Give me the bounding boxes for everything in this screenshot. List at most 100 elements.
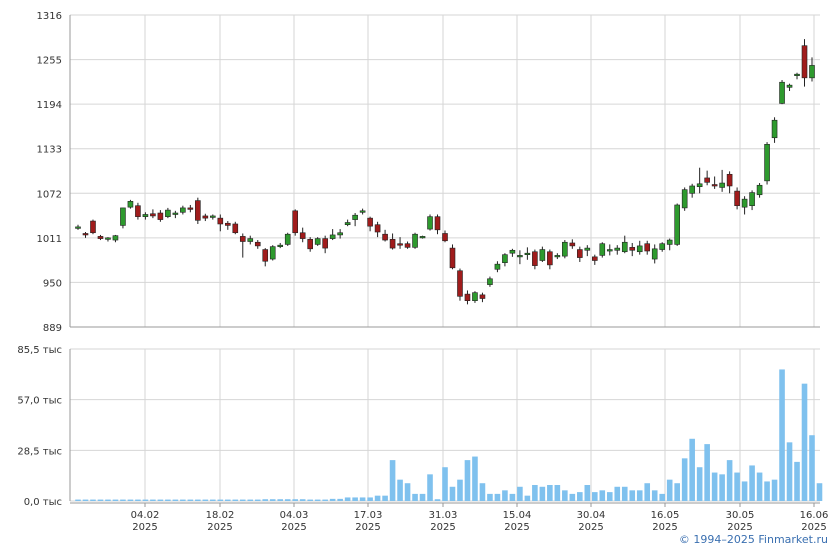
volume-bar [434, 499, 441, 501]
candle-down [217, 217, 224, 225]
candle-down [232, 223, 239, 234]
volume-bar [681, 458, 688, 501]
candle-up [614, 247, 621, 251]
candle-down [322, 238, 328, 249]
candle-up [120, 207, 126, 226]
price-tick-label: 1072 [37, 189, 62, 200]
time-tick-year: 2025 [430, 522, 455, 533]
candle-down [644, 243, 651, 252]
candle-up [412, 233, 418, 248]
candle-up [606, 249, 613, 252]
candle-up [494, 263, 501, 270]
volume-bar [120, 499, 126, 501]
candle-up [105, 237, 111, 240]
volume-bar [150, 499, 156, 501]
candle-up [554, 255, 561, 258]
volume-bar [539, 486, 546, 501]
volume-bar [224, 499, 231, 501]
candle-down [434, 216, 441, 231]
volume-bar [457, 479, 463, 501]
volume-bar [659, 493, 666, 501]
candle-up [487, 278, 493, 285]
volume-bar [472, 456, 478, 501]
time-tick-year: 2025 [801, 522, 826, 533]
volume-bar [621, 486, 628, 501]
candle-down [397, 243, 403, 246]
candle-down [577, 249, 583, 258]
volume-bar [786, 442, 793, 501]
volume-panel: 85,5 тыс 57,0 тыс 28,5 тыс 0,0 тыс [17, 345, 823, 508]
candle-up [165, 209, 171, 217]
volume-bar [636, 490, 643, 501]
volume-bar [172, 499, 179, 501]
candle-up [419, 236, 426, 239]
candle-down [239, 236, 246, 242]
price-tick-label: 950 [43, 278, 62, 289]
volume-bar [577, 492, 583, 501]
candle-down [292, 210, 299, 234]
volume-bar [629, 490, 636, 501]
volume-bar [210, 499, 216, 501]
volume-bar [711, 472, 718, 501]
volume-tick-label: 57,0 тыс [17, 396, 62, 407]
candle-down [367, 217, 373, 227]
candle-down [726, 173, 733, 187]
candle-down [404, 243, 411, 248]
candle-down [374, 224, 381, 233]
candle-up [584, 247, 591, 251]
x-axis: 04.02202518.02202504.03202517.03202531.0… [70, 502, 829, 533]
volume-bar [599, 490, 606, 501]
candle-down [224, 222, 231, 226]
candle-down [299, 232, 306, 239]
volume-bar [284, 499, 291, 501]
volume-bar [494, 493, 501, 501]
candle-up [741, 198, 748, 208]
volume-bar [562, 490, 568, 501]
volume-bar [202, 499, 209, 501]
candle-down [457, 270, 463, 297]
candle-up [696, 183, 703, 188]
volume-bar [741, 481, 748, 501]
volume-bar [412, 493, 418, 501]
time-tick-label: 16.06 [800, 510, 829, 521]
candle-down [479, 294, 486, 299]
candle-up [674, 204, 680, 245]
volume-bar [809, 435, 815, 501]
candle-down [801, 45, 808, 79]
volume-bar [502, 490, 508, 501]
candle-up [599, 243, 606, 256]
volume-bar [359, 497, 366, 501]
volume-bar [337, 498, 343, 501]
volume-bar [157, 499, 164, 501]
candle-down [704, 177, 710, 183]
candle-down [449, 247, 456, 269]
time-tick-year: 2025 [207, 522, 232, 533]
volume-bar [801, 383, 808, 501]
volume-bar [532, 485, 538, 501]
volume-bar [644, 483, 651, 501]
volume-bar [329, 498, 336, 501]
candle-up [427, 216, 433, 230]
candle-up [329, 234, 336, 239]
volume-bar [269, 499, 276, 501]
volume-bar [217, 499, 224, 501]
candle-down [464, 293, 471, 301]
candle-up [337, 232, 343, 236]
candle-up [524, 252, 531, 256]
candle-up [359, 210, 366, 213]
volume-bar [442, 467, 448, 501]
candle-down [82, 233, 89, 236]
volume-bar [704, 444, 710, 501]
volume-bar [524, 495, 531, 501]
price-tick-label: 1255 [37, 56, 62, 67]
volume-bar [547, 485, 553, 501]
candle-down [711, 184, 718, 187]
volume-bar [479, 483, 486, 501]
volume-bar [82, 499, 89, 501]
volume-bar [254, 499, 261, 501]
candle-down [307, 239, 313, 250]
candle-down [532, 251, 538, 266]
volume-bar [232, 499, 239, 501]
volume-bar [427, 474, 433, 501]
candle-up [749, 192, 755, 207]
